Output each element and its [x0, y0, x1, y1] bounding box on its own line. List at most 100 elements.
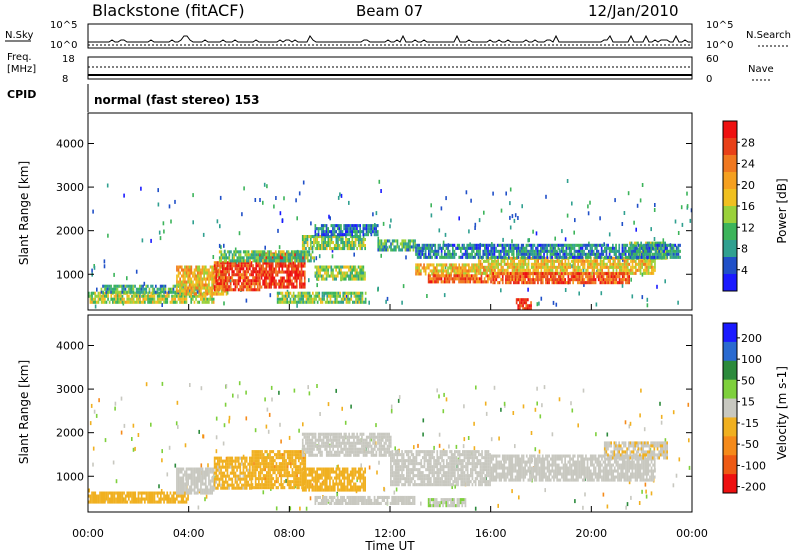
data-cell: [609, 272, 611, 275]
data-cell: [458, 263, 460, 266]
data-cell: [219, 285, 221, 288]
data-cell: [342, 233, 344, 236]
data-cell: [277, 301, 279, 304]
data-cell: [603, 263, 605, 266]
data-speck: [376, 211, 378, 215]
data-cell: [358, 266, 360, 269]
data-cell: [286, 292, 288, 295]
data-cell: [678, 253, 680, 256]
data-cell: [436, 274, 438, 277]
data-cell: [94, 501, 96, 504]
data-cell: [304, 265, 306, 268]
data-cell: [609, 253, 611, 256]
data-speck: [596, 303, 598, 307]
data-speck: [379, 180, 381, 184]
data-cell: [583, 244, 585, 247]
data-cell: [255, 264, 257, 267]
data-cell: [102, 298, 104, 301]
data-cell: [417, 256, 419, 259]
data-cell: [166, 495, 168, 498]
data-cell: [447, 277, 449, 280]
data-cell: [513, 250, 515, 253]
data-cell: [546, 247, 548, 250]
data-cell: [155, 501, 157, 504]
data-cell: [272, 253, 274, 256]
data-cell: [157, 495, 159, 498]
data-cell: [596, 253, 598, 256]
data-cell: [642, 250, 644, 253]
data-cell: [189, 266, 191, 269]
data-cell: [625, 253, 627, 256]
data-cell: [296, 295, 298, 298]
data-cell: [181, 471, 183, 474]
data-cell: [123, 492, 125, 495]
data-speck: [224, 423, 226, 427]
data-cell: [513, 275, 515, 278]
data-cell: [578, 253, 580, 256]
data-cell: [612, 250, 614, 253]
data-cell: [114, 501, 116, 504]
data-cell: [99, 495, 101, 498]
data-cell: [208, 301, 210, 304]
data-speck: [474, 226, 476, 230]
data-speck: [541, 403, 543, 407]
colorbar-segment: [723, 240, 737, 258]
data-cell: [146, 298, 148, 301]
data-cell: [181, 301, 183, 304]
data-cell: [599, 253, 601, 256]
data-cell: [358, 241, 360, 244]
data-cell: [558, 278, 560, 281]
data-cell: [502, 250, 504, 253]
data-cell: [286, 298, 288, 301]
data-cell: [186, 301, 188, 304]
data-cell: [359, 278, 361, 281]
data-cell: [486, 266, 488, 269]
data-speck: [203, 233, 205, 237]
data-cell: [542, 263, 544, 266]
data-cell: [239, 273, 241, 276]
data-cell: [165, 291, 167, 294]
data-cell: [353, 224, 355, 227]
data-cell: [141, 288, 143, 291]
data-cell: [246, 267, 248, 270]
data-cell: [436, 263, 438, 266]
data-cell: [189, 293, 191, 296]
data-cell: [568, 275, 570, 278]
data-cell: [536, 275, 538, 278]
data-speck: [158, 203, 160, 207]
data-cell: [312, 235, 314, 238]
data-cell: [202, 293, 204, 296]
data-cell: [637, 269, 639, 272]
data-cell: [584, 263, 586, 266]
data-cell: [112, 492, 114, 495]
data-cell: [521, 253, 523, 256]
data-cell: [328, 295, 330, 298]
data-cell: [202, 480, 204, 483]
data-cell: [192, 287, 194, 290]
data-cell: [179, 477, 181, 480]
data-speck: [479, 218, 481, 222]
data-speck: [176, 421, 178, 425]
data-cell: [434, 269, 436, 272]
data-cell: [192, 474, 194, 477]
data-cell: [336, 241, 338, 244]
data-cell: [173, 498, 175, 501]
data-cell: [267, 265, 269, 268]
data-cell: [262, 274, 264, 277]
data-cell: [345, 227, 347, 230]
data-cell: [348, 278, 350, 281]
data-cell: [559, 250, 561, 253]
data-speck: [335, 389, 337, 393]
data-cell: [299, 292, 301, 295]
data-cell: [508, 253, 510, 256]
data-cell: [208, 471, 210, 474]
data-cell: [641, 253, 643, 256]
data-speck: [289, 436, 291, 440]
data-speck: [302, 422, 304, 426]
data-cell: [168, 498, 170, 501]
data-cell: [176, 471, 178, 474]
data-cell: [362, 295, 364, 298]
data-cell: [570, 256, 572, 259]
data-cell: [163, 285, 165, 288]
